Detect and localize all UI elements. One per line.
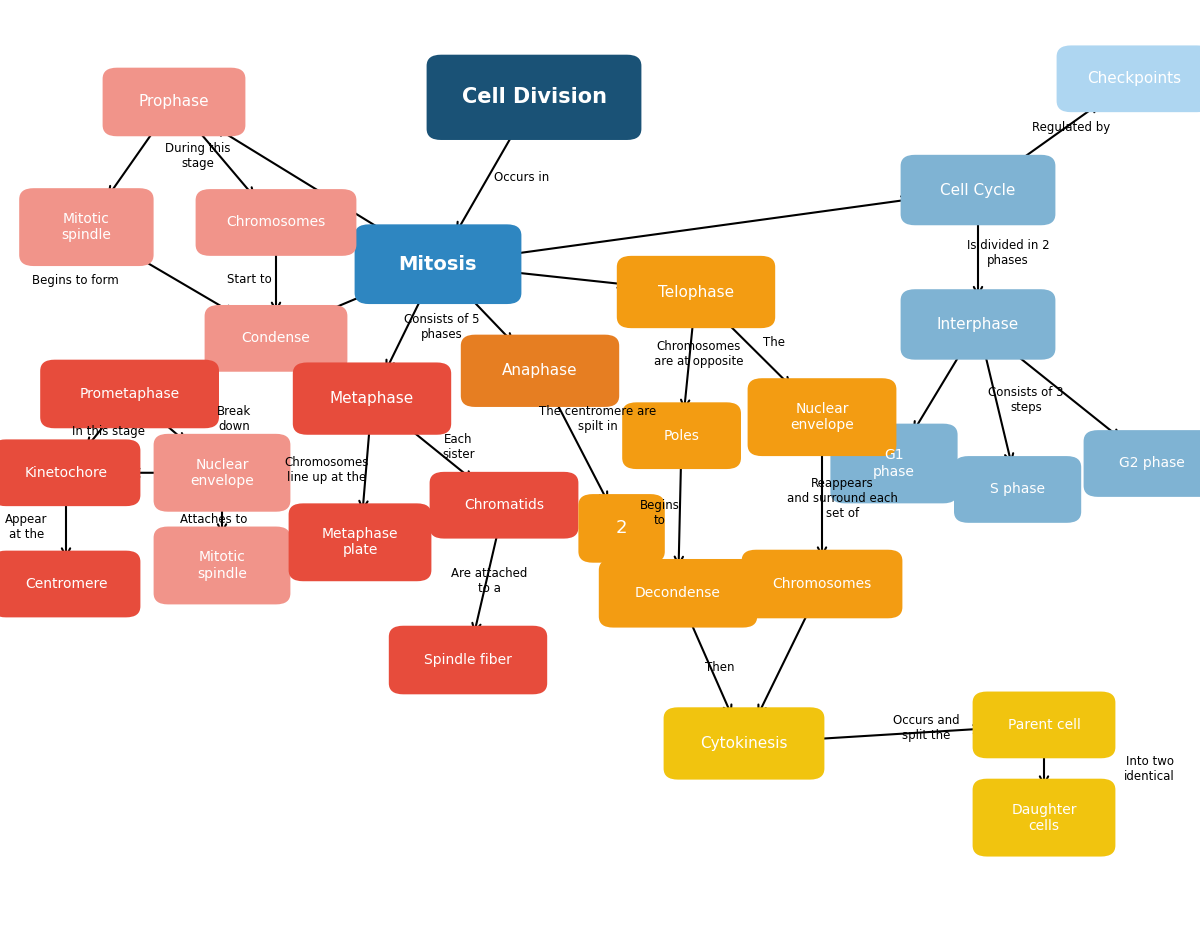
FancyBboxPatch shape [617,256,775,328]
Text: G1
phase: G1 phase [874,449,914,478]
Text: Chromosomes: Chromosomes [773,577,871,591]
FancyBboxPatch shape [1084,430,1200,497]
FancyBboxPatch shape [578,494,665,563]
Text: Begins
to: Begins to [640,499,680,527]
FancyBboxPatch shape [293,362,451,435]
Text: 2: 2 [616,519,628,538]
FancyBboxPatch shape [599,559,757,628]
Text: Cell Cycle: Cell Cycle [941,183,1015,197]
Text: Each
sister: Each sister [442,433,475,461]
FancyBboxPatch shape [461,335,619,407]
Text: Into two
identical: Into two identical [1124,756,1175,783]
Text: Cytokinesis: Cytokinesis [701,736,787,751]
Text: Is divided in 2
phases: Is divided in 2 phases [967,239,1049,267]
Text: Consists of 3
steps: Consists of 3 steps [989,387,1063,414]
Text: Chromosomes: Chromosomes [227,215,325,230]
FancyBboxPatch shape [154,527,290,604]
FancyBboxPatch shape [900,155,1056,225]
Text: Chromosomes
line up at the: Chromosomes line up at the [284,456,368,484]
FancyBboxPatch shape [196,189,356,256]
Text: The centromere are
spilt in: The centromere are spilt in [539,405,656,433]
Text: Daughter
cells: Daughter cells [1012,803,1076,832]
FancyBboxPatch shape [1056,45,1200,112]
Text: Metaphase
plate: Metaphase plate [322,527,398,557]
FancyBboxPatch shape [427,55,641,140]
FancyBboxPatch shape [830,424,958,503]
Text: Decondense: Decondense [635,586,721,601]
Text: Chromatids: Chromatids [464,498,544,513]
FancyBboxPatch shape [0,439,140,506]
Text: Break
down: Break down [217,405,251,433]
Text: Attaches to: Attaches to [180,513,247,526]
Text: Nuclear
envelope: Nuclear envelope [190,458,254,488]
Text: Spindle fiber: Spindle fiber [424,653,512,667]
Text: Prometaphase: Prometaphase [79,387,180,401]
FancyBboxPatch shape [355,224,521,304]
Text: In this stage: In this stage [72,425,144,438]
Text: Poles: Poles [664,428,700,443]
FancyBboxPatch shape [430,472,578,539]
FancyBboxPatch shape [288,503,432,581]
Text: Occurs in: Occurs in [494,171,550,184]
FancyBboxPatch shape [389,626,547,694]
FancyBboxPatch shape [154,434,290,512]
FancyBboxPatch shape [748,378,896,456]
Text: Begins to form: Begins to form [32,274,119,287]
Text: Telophase: Telophase [658,285,734,299]
Text: Then: Then [706,661,734,674]
Text: The: The [763,337,785,349]
FancyBboxPatch shape [900,289,1056,360]
FancyBboxPatch shape [103,68,245,136]
FancyBboxPatch shape [973,692,1116,758]
Text: Centromere: Centromere [25,577,107,591]
Text: Regulated by: Regulated by [1032,121,1111,134]
FancyBboxPatch shape [973,779,1116,857]
FancyBboxPatch shape [19,188,154,266]
Text: S phase: S phase [990,482,1045,497]
Text: Cell Division: Cell Division [462,87,606,108]
Text: Prophase: Prophase [139,95,209,109]
Text: Appear
at the: Appear at the [5,513,48,540]
Text: Chromosomes
are at opposite: Chromosomes are at opposite [654,340,743,368]
Text: Condense: Condense [241,331,311,346]
FancyBboxPatch shape [0,551,140,617]
Text: Interphase: Interphase [937,317,1019,332]
FancyBboxPatch shape [204,305,348,372]
Text: Occurs and
split the: Occurs and split the [893,714,960,742]
Text: Are attached
to a: Are attached to a [451,567,528,595]
FancyBboxPatch shape [664,707,824,780]
Text: G2 phase: G2 phase [1120,456,1184,471]
Text: Mitosis: Mitosis [398,255,478,273]
Text: Kinetochore: Kinetochore [24,465,108,480]
FancyBboxPatch shape [742,550,902,618]
Text: Consists of 5
phases: Consists of 5 phases [404,313,479,341]
Text: Mitotic
spindle: Mitotic spindle [197,551,247,580]
FancyBboxPatch shape [41,360,220,428]
Text: During this
stage: During this stage [166,142,230,170]
FancyBboxPatch shape [954,456,1081,523]
Text: Checkpoints: Checkpoints [1087,71,1181,86]
FancyBboxPatch shape [622,402,740,469]
Text: Anaphase: Anaphase [502,363,578,378]
Text: Metaphase: Metaphase [330,391,414,406]
Text: Parent cell: Parent cell [1008,717,1080,732]
Text: Mitotic
spindle: Mitotic spindle [61,212,112,242]
Text: Reappears
and surround each
set of: Reappears and surround each set of [787,477,898,520]
Text: Nuclear
envelope: Nuclear envelope [790,402,854,432]
Text: Start to: Start to [227,273,272,286]
